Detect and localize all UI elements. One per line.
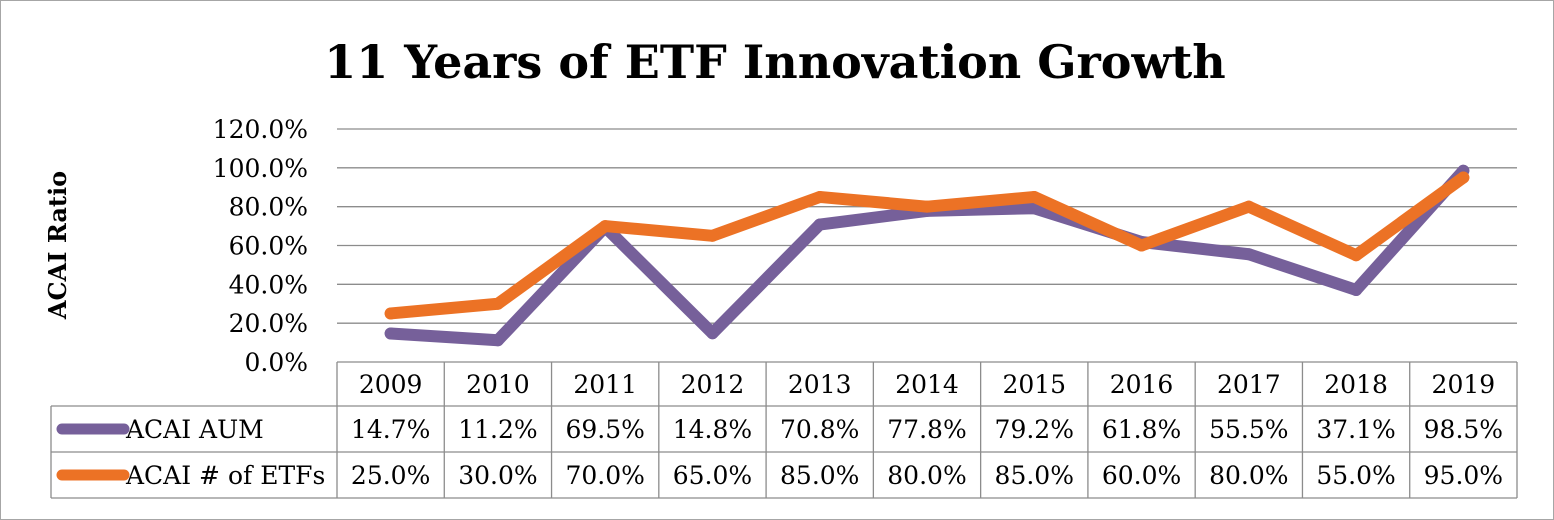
data-label: 60.0%	[1102, 461, 1181, 490]
series-name: ACAI AUM	[125, 415, 264, 444]
data-label: 69.5%	[565, 415, 644, 444]
data-label: 55.0%	[1316, 461, 1395, 490]
data-label: 95.0%	[1424, 461, 1503, 490]
data-label: 85.0%	[995, 461, 1074, 490]
data-point	[384, 327, 397, 340]
data-point	[1242, 248, 1255, 261]
x-tick-label: 2015	[1002, 370, 1066, 399]
data-label: 14.7%	[351, 415, 430, 444]
y-tick-label: 60.0%	[229, 232, 308, 261]
data-point	[1457, 171, 1470, 184]
series-name: ACAI # of ETFs	[125, 461, 325, 490]
data-label: 37.1%	[1316, 415, 1395, 444]
data-point	[1350, 283, 1363, 296]
data-point	[384, 307, 397, 320]
y-tick-label: 80.0%	[229, 193, 308, 222]
data-point	[1135, 239, 1148, 252]
data-label: 77.8%	[887, 415, 966, 444]
data-point	[921, 200, 933, 213]
x-tick-label: 2013	[788, 370, 852, 399]
data-label: 30.0%	[458, 461, 537, 490]
x-tick-label: 2010	[466, 370, 530, 399]
data-point	[599, 220, 612, 233]
y-axis-label: ACAI Ratio	[43, 171, 72, 320]
series-lines	[384, 164, 1470, 347]
x-tick-label: 2009	[359, 370, 423, 399]
y-tick-label: 120.0%	[213, 115, 308, 144]
x-tick-label: 2014	[895, 370, 959, 399]
x-tick-label: 2011	[573, 370, 637, 399]
data-point	[1242, 200, 1255, 213]
y-tick-label: 100.0%	[213, 154, 308, 183]
data-label: 14.8%	[673, 415, 752, 444]
data-label: 70.8%	[780, 415, 859, 444]
x-tick-label: 2017	[1217, 370, 1281, 399]
data-point	[491, 334, 504, 347]
data-label: 25.0%	[351, 461, 430, 490]
data-point	[491, 297, 504, 310]
data-label: 98.5%	[1424, 415, 1503, 444]
data-table: 2009 2010 2011 2012 2013 2014 2015 2016 2017 2018…	[50, 361, 1518, 499]
data-label: 61.8%	[1102, 415, 1181, 444]
data-point	[813, 218, 826, 231]
data-label: 80.0%	[1209, 461, 1288, 490]
data-point	[1028, 202, 1041, 215]
x-tick-label: 2016	[1110, 370, 1174, 399]
y-axis-ticks: 0.0% 20.0% 40.0% 60.0% 80.0% 100.0% 120.0%	[213, 115, 308, 377]
data-point	[706, 229, 719, 242]
data-point	[706, 327, 719, 340]
data-label: 79.2%	[995, 415, 1074, 444]
y-tick-label: 40.0%	[229, 270, 308, 299]
x-tick-label: 2012	[681, 370, 745, 399]
data-point	[1028, 190, 1041, 203]
data-point	[1350, 249, 1363, 262]
data-point	[813, 190, 826, 203]
x-tick-label: 2019	[1432, 370, 1496, 399]
data-label: 70.0%	[565, 461, 644, 490]
chart-title: 11 Years of ETF Innovation Growth	[324, 35, 1226, 89]
data-label: 65.0%	[673, 461, 752, 490]
x-tick-label: 2018	[1324, 370, 1388, 399]
data-label: 80.0%	[887, 461, 966, 490]
data-label: 85.0%	[780, 461, 859, 490]
y-tick-label: 0.0%	[244, 348, 308, 377]
data-label: 11.2%	[458, 415, 537, 444]
series-line	[384, 164, 1470, 347]
data-label: 55.5%	[1209, 415, 1288, 444]
y-tick-label: 20.0%	[229, 309, 308, 338]
